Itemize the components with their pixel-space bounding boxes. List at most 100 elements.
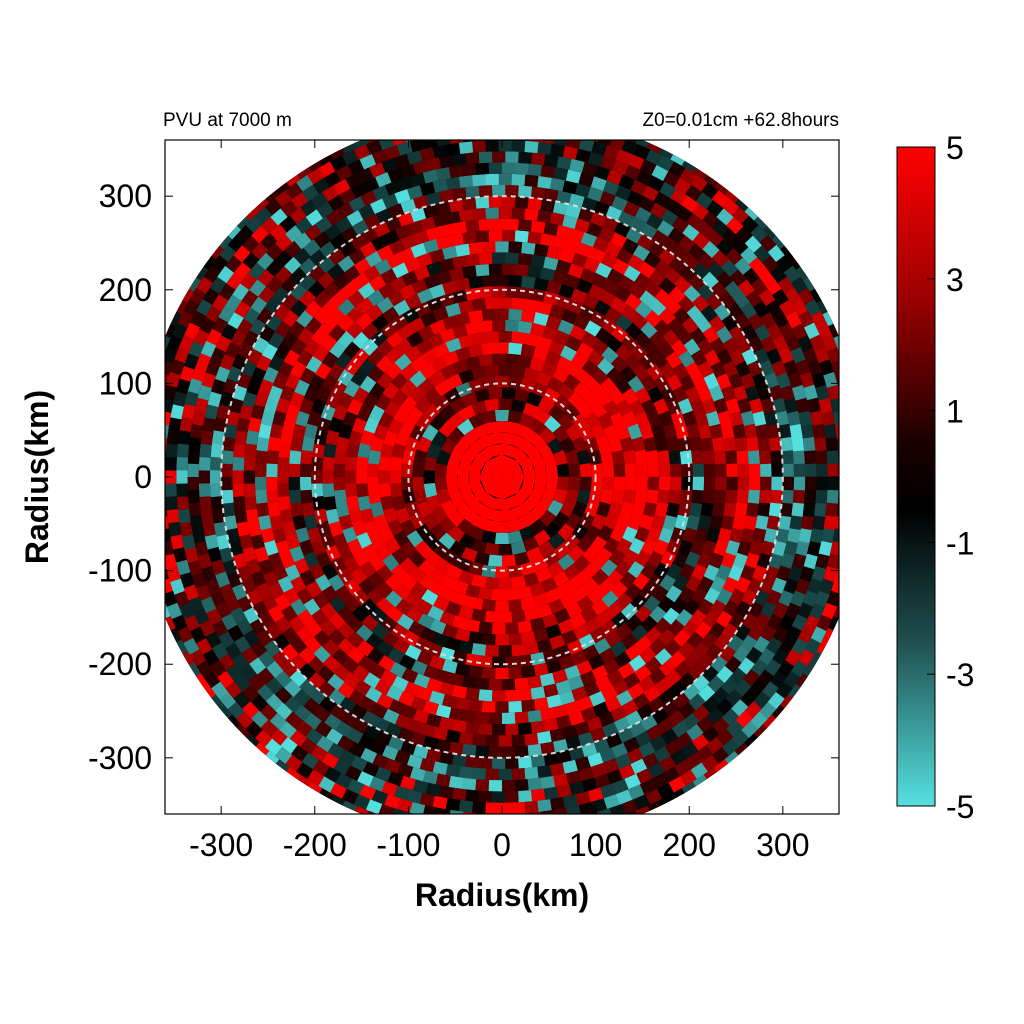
heatmap-cell (528, 487, 545, 505)
heatmap-cell (713, 303, 731, 321)
heatmap-cell (778, 515, 792, 531)
heatmap-cell (264, 639, 282, 658)
heatmap-cell (784, 334, 801, 352)
heatmap-cell (320, 602, 338, 620)
heatmap-cell (298, 289, 316, 308)
heatmap-cell (303, 423, 318, 440)
heatmap-cell (428, 248, 445, 264)
heatmap-cell (321, 585, 339, 603)
heatmap-cell (832, 411, 839, 426)
heatmap-cell (760, 601, 777, 618)
heatmap-cell (251, 710, 269, 729)
heatmap-cell (701, 397, 717, 415)
heatmap-cell (177, 310, 194, 328)
heatmap-cell (404, 644, 422, 661)
heatmap-cell (358, 358, 376, 377)
heatmap-cell (273, 303, 291, 321)
heatmap-cell (649, 330, 667, 349)
heatmap-cell (781, 489, 794, 504)
heatmap-cell (282, 626, 300, 645)
heatmap-cell (685, 752, 703, 770)
heatmap-cell (627, 153, 645, 170)
heatmap-cell (332, 404, 348, 421)
heatmap-cell (526, 391, 543, 407)
heatmap-cell (744, 733, 758, 747)
heatmap-cell (520, 343, 536, 358)
heatmap-cell (561, 308, 578, 325)
heatmap-cell (580, 606, 598, 623)
heatmap-cell (413, 673, 431, 689)
heatmap-cell (333, 463, 346, 478)
heatmap-cell (548, 598, 566, 615)
heatmap-cell (498, 207, 513, 219)
heatmap-cell (494, 532, 510, 545)
heatmap-cell (288, 615, 306, 634)
heatmap-cell (210, 378, 226, 395)
heatmap-cell (462, 743, 477, 757)
heatmap-cell (296, 762, 314, 780)
heatmap-cell (780, 502, 793, 518)
heatmap-cell (226, 528, 241, 544)
heatmap-cell (457, 482, 473, 499)
heatmap-cell (540, 775, 556, 789)
heatmap-cell (426, 296, 443, 312)
heatmap-cell (410, 696, 427, 712)
heatmap-cell (452, 719, 468, 733)
heatmap-cell (485, 644, 500, 657)
heatmap-cell (266, 489, 279, 505)
heatmap-cell (780, 694, 793, 709)
heatmap-cell (591, 338, 609, 356)
heatmap-cell (434, 462, 448, 478)
heatmap-cell (458, 605, 475, 620)
heatmap-cell (747, 623, 765, 641)
heatmap-cell (422, 770, 439, 785)
heatmap-cell (694, 621, 712, 639)
heatmap-cell (296, 626, 314, 644)
heatmap-cell (445, 210, 461, 225)
heatmap-cell (498, 509, 514, 522)
heatmap-cell (382, 630, 400, 648)
heatmap-cell (165, 384, 178, 401)
heatmap-cell (196, 266, 209, 281)
heatmap-cell (606, 268, 624, 285)
heatmap-cell (461, 547, 478, 563)
heatmap-cell (540, 741, 556, 755)
heatmap-cell (485, 140, 499, 152)
heatmap-cell (686, 423, 701, 439)
heatmap-cell (485, 802, 500, 814)
heatmap-cell (282, 521, 297, 538)
heatmap-cell (830, 540, 839, 556)
heatmap-cell (399, 519, 417, 537)
heatmap-cell (442, 624, 459, 639)
heatmap-cell (624, 476, 637, 491)
heatmap-cell (176, 456, 189, 471)
heatmap-cell (307, 656, 326, 674)
heatmap-cell (284, 240, 302, 259)
heatmap-cell (406, 406, 424, 424)
heatmap-cell (498, 364, 513, 377)
x-tick-label: -200 (283, 827, 347, 863)
heatmap-cell (409, 355, 428, 373)
heatmap-cell (590, 535, 608, 553)
heatmap-cell (547, 832, 561, 839)
heatmap-cell (369, 501, 385, 518)
heatmap-cell (165, 323, 176, 339)
heatmap-cell (176, 483, 189, 498)
heatmap-cell (597, 357, 615, 375)
heatmap-cell (241, 646, 259, 665)
heatmap-cell (196, 637, 213, 656)
heatmap-cell (393, 530, 410, 548)
heatmap-cell (245, 430, 259, 446)
heatmap-cell (520, 309, 536, 323)
heatmap-cell (715, 476, 727, 491)
heatmap-cell (567, 362, 585, 380)
heatmap-cell (443, 387, 461, 404)
heatmap-cell (720, 423, 735, 439)
heatmap-cell (317, 271, 335, 289)
heatmap-cell (599, 289, 617, 307)
heatmap-cell (389, 276, 407, 293)
heatmap-cell (241, 235, 260, 253)
heatmap-cell (672, 574, 690, 592)
heatmap-cell (349, 233, 368, 251)
heatmap-cell (362, 761, 380, 778)
